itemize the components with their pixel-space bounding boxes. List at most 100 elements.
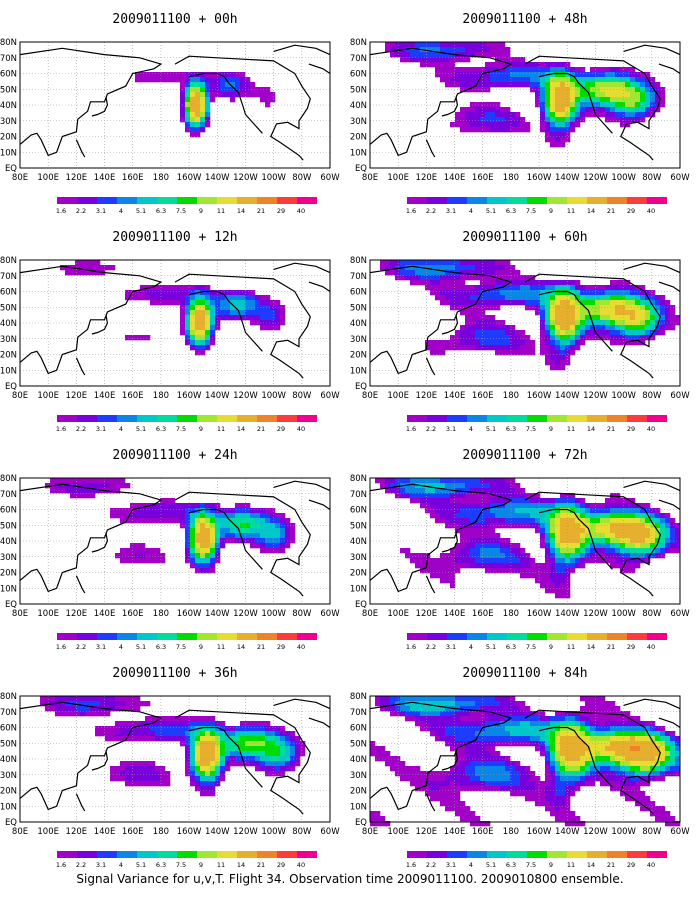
field-cell [440,350,446,356]
field-cell [225,518,231,524]
field-cell [540,801,546,807]
field-cell [485,265,491,271]
x-tick-label: 140E [444,827,466,837]
field-cell [290,731,296,737]
field-cell [595,305,601,311]
field-cell [505,493,511,499]
field-cell [550,811,556,817]
field-cell [640,97,646,103]
field-cell [635,335,641,341]
field-cell [550,578,556,584]
field-cell [570,791,576,797]
field-cell [500,127,506,133]
field-cell [560,816,566,822]
field-cell [465,498,471,504]
field-cell [180,503,186,509]
coastline [273,44,331,56]
field-cell [500,52,506,58]
field-cell [265,761,271,767]
field-cell [615,751,621,757]
colorbar-label: 4 [469,425,473,433]
field-cell [130,295,136,301]
field-cell [605,300,611,306]
field-cell [525,335,531,341]
field-cell [655,518,661,524]
field-cell [645,335,651,341]
field-cell [180,513,186,519]
map-frame [369,41,681,169]
colorbar-label: 2.2 [76,425,86,433]
field-cell [265,756,271,762]
field-cell [655,523,661,529]
field-cell [420,478,426,484]
colorbar-swatch [217,633,237,640]
colorbar-swatch [217,851,237,858]
x-tick-label: 140E [94,827,116,837]
field-cell [625,761,631,767]
field-cell [115,701,121,707]
field-cell [565,498,571,504]
field-cell [165,77,171,83]
field-cell [460,82,466,88]
field-cell [545,325,551,331]
field-cell [610,543,616,549]
field-cell [570,543,576,549]
field-cell [505,508,511,514]
field-cell [530,62,536,68]
field-cell [600,548,606,554]
field-cell [595,533,601,539]
panel-title: 2009011100 + 72h [462,448,587,463]
field-cell [560,280,566,286]
field-cell [75,483,81,489]
field-cell [490,47,496,53]
field-cell [165,776,171,782]
field-cell [245,295,251,301]
field-cell [165,781,171,787]
field-cell [480,77,486,83]
field-cell [180,82,186,88]
field-cell [290,528,296,534]
field-cell [590,310,596,316]
field-cell [510,483,516,489]
field-cell [220,295,226,301]
field-cell [205,82,211,88]
field-cell [610,97,616,103]
field-cell [485,320,491,326]
field-cell [395,275,401,281]
colorbar: 1.6 2.2 3.1 4 5.1 6.3 7.5 9 11 14 21 29 40 [406,197,667,215]
field-cell [195,756,201,762]
field-cell [500,62,506,68]
field-cell [260,741,266,747]
field-cell [210,553,216,559]
field-cell [620,563,626,569]
colorbar: 1.6 2.2 3.1 4 5.1 6.3 7.5 9 11 14 21 29 40 [406,633,667,651]
field-cell [525,280,531,286]
field-cell [625,87,631,93]
x-tick-label: 120W [583,173,608,183]
field-cell [630,97,636,103]
colorbar-label: 21 [257,207,265,215]
colorbar: 1.6 2.2 3.1 4 5.1 6.3 7.5 9 11 14 21 29 40 [56,633,317,651]
field-cell [510,518,516,524]
field-cell [605,761,611,767]
field-cell [275,548,281,554]
field-cell [550,553,556,559]
field-cell [590,523,596,529]
field-cell [185,528,191,534]
field-cell [600,716,606,722]
field-cell [645,543,651,549]
field-cell [455,77,461,83]
field-cell [635,563,641,569]
field-cell [600,771,606,777]
field-cell [205,538,211,544]
field-cell [455,791,461,797]
field-cell [470,781,476,787]
field-cell [420,786,426,792]
field-cell [635,92,641,98]
field-cell [510,127,516,133]
field-cell [215,310,221,316]
field-cell [610,330,616,336]
field-cell [385,821,391,827]
field-cell [495,320,501,326]
field-cell [165,721,171,727]
